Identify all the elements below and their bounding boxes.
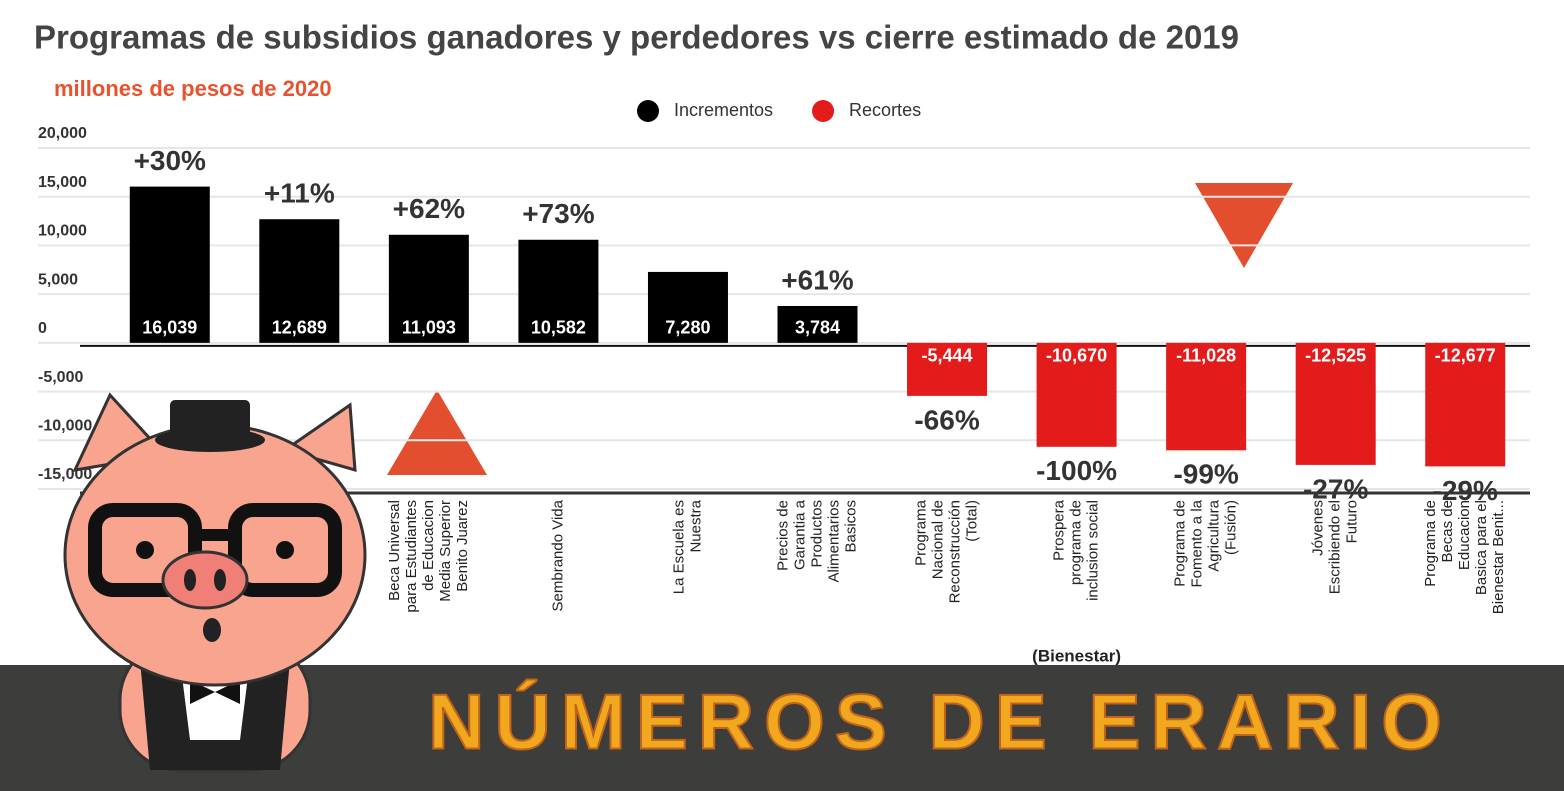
category-note: (Bienestar): [1032, 646, 1121, 665]
value-label: 7,280: [665, 318, 710, 338]
x-tick-label: Escribiendo el: [1327, 500, 1344, 594]
change-label: -27%: [1303, 473, 1368, 504]
bar: [1036, 342, 1117, 447]
change-label: +11%: [264, 178, 335, 209]
x-tick-label: inclusion social: [1085, 500, 1102, 601]
x-tick-label: para Estudiantes: [403, 500, 420, 613]
x-tick-label: Agricultura: [1206, 499, 1223, 571]
x-tick-label: Bienestar Benit...: [1490, 500, 1507, 614]
x-tick-label: Garantia a: [791, 499, 808, 570]
value-label: 3,784: [795, 318, 840, 338]
x-tick-label: (Total): [964, 500, 981, 542]
x-tick-label: Programa de: [1172, 500, 1189, 587]
legend-label: Incrementos: [674, 100, 773, 120]
banner-title: NÚMEROS DE ERARIO: [428, 678, 1452, 766]
x-tick-label: Fomento a la: [1189, 499, 1206, 587]
legend-label: Recortes: [849, 100, 921, 120]
bar: [907, 342, 988, 396]
change-label: +62%: [393, 193, 465, 224]
x-tick-label: Basicos: [842, 500, 859, 553]
x-tick-label: Basica para el: [1473, 500, 1490, 595]
y-tick-label: 10,000: [38, 223, 87, 240]
change-label: +61%: [781, 264, 853, 295]
bar: [647, 271, 728, 343]
x-tick-label: Programa de: [1422, 500, 1439, 587]
x-tick-label: Nacional de: [930, 500, 947, 579]
x-tick-label: La Escuela es: [670, 500, 687, 594]
value-label: -12,677: [1435, 346, 1496, 366]
y-tick-label: -5,000: [38, 369, 83, 386]
x-tick-label: de Educacion: [420, 500, 437, 591]
y-tick-label: 5,000: [38, 271, 78, 288]
pig-mascot: [63, 392, 367, 772]
value-label: 16,039: [142, 318, 197, 338]
legend-swatch: [637, 100, 659, 122]
x-tick-label: programa de: [1068, 500, 1085, 585]
x-tick-label: Becas de: [1439, 500, 1456, 563]
plot: 20,00015,00010,0005,0000-5,000-10,000-15…: [38, 100, 1530, 665]
bar: [1425, 342, 1506, 467]
bar: [388, 234, 469, 343]
x-tick-label: Nuestra: [687, 499, 704, 552]
x-tick-label: Beca Universal: [386, 500, 403, 601]
up-triangle: [387, 390, 487, 475]
change-label: +30%: [134, 145, 206, 176]
x-tick-label: Productos: [808, 500, 825, 568]
change-label: -99%: [1173, 459, 1238, 490]
x-tick-label: Sembrando Vida: [549, 499, 566, 611]
change-label: -66%: [914, 404, 979, 435]
bar: [777, 305, 858, 343]
x-tick-label: Alimentarios: [825, 500, 842, 583]
value-label: -10,670: [1046, 346, 1107, 366]
chart-subtitle: millones de pesos de 2020: [54, 76, 332, 101]
bar: [259, 219, 340, 343]
chart-title: Programas de subsidios ganadores y perde…: [34, 19, 1239, 56]
bar: [1166, 342, 1247, 451]
value-label: -11,028: [1176, 346, 1236, 366]
change-label: -29%: [1433, 475, 1498, 506]
x-tick-label: Prospera: [1051, 499, 1068, 561]
x-tick-label: Jóvenes: [1310, 500, 1327, 556]
x-tick-label: Futuro: [1344, 500, 1361, 543]
x-tick-label: Precios de: [774, 500, 791, 571]
value-label: 11,093: [402, 318, 456, 338]
bar: [518, 239, 599, 343]
bar: [129, 186, 210, 343]
x-tick-label: Educacion: [1456, 500, 1473, 570]
y-tick-label: 0: [38, 320, 47, 337]
change-label: +73%: [522, 198, 594, 229]
value-label: 10,582: [531, 318, 586, 338]
x-tick-label: Media Superior: [437, 500, 454, 602]
value-label: -12,525: [1305, 346, 1366, 366]
value-label: 12,689: [272, 318, 327, 338]
change-label: -100%: [1036, 455, 1117, 486]
bar: [1295, 342, 1376, 465]
x-tick-label: Programa: [913, 499, 930, 566]
legend-swatch: [812, 100, 835, 122]
x-tick-label: (Fusión): [1223, 500, 1240, 555]
y-tick-label: -10,000: [38, 418, 92, 435]
value-label: -5,444: [922, 346, 973, 366]
down-triangle: [1195, 183, 1293, 268]
x-tick-label: Benito Juarez: [454, 500, 471, 592]
y-tick-label: 20,000: [38, 125, 87, 142]
x-tick-label: Reconstrucción: [947, 500, 964, 603]
y-tick-label: 15,000: [38, 174, 87, 191]
